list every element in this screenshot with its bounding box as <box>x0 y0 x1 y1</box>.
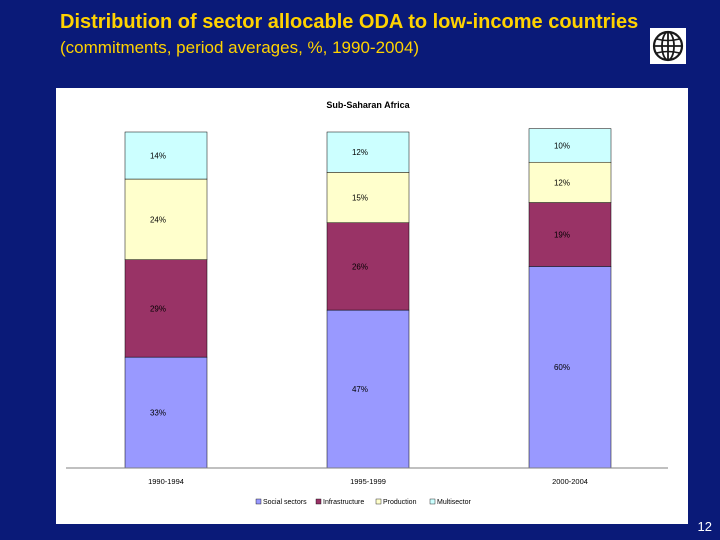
data-label: 10% <box>554 141 570 150</box>
chart-title: Sub-Saharan Africa <box>326 100 410 110</box>
legend-label: Production <box>383 499 417 506</box>
data-label: 15% <box>352 194 368 203</box>
x-tick-label: 1990-1994 <box>148 477 184 486</box>
legend-swatch <box>429 498 436 505</box>
world-bank-globe-icon <box>650 28 686 64</box>
slide-title-subtitle: (commitments, period averages, %, 1990-2… <box>60 38 420 57</box>
x-tick-label: 2000-2004 <box>552 477 588 486</box>
legend-swatch <box>375 498 382 505</box>
legend-label: Infrastructure <box>323 499 364 506</box>
bar-segment-infrastructure-1995-1999 <box>326 222 410 311</box>
legend-label: Multisector <box>437 499 472 506</box>
bar-segment-multisector-1990-1994 <box>124 131 208 180</box>
x-tick-label: 1995-1999 <box>350 477 386 486</box>
bar-segment-multisector-2000-2004 <box>528 128 612 163</box>
data-label: 29% <box>150 304 166 313</box>
legend-item-multisector: Multisector <box>429 498 472 506</box>
stacked-bar-chart: Sub-Saharan Africa 33% 29% 24% 14% 47% 26% 15%… <box>66 100 668 506</box>
bar-segment-social-sectors-2000-2004 <box>528 266 612 469</box>
slide-title-main: Distribution of sector allocable ODA to … <box>60 11 639 33</box>
bar-segment-production-1990-1994 <box>124 178 208 260</box>
data-label: 60% <box>554 363 570 372</box>
legend-item-infrastructure: Infrastructure <box>315 498 364 506</box>
legend-swatch <box>315 498 322 505</box>
data-label: 26% <box>352 262 368 271</box>
data-label: 19% <box>554 230 570 239</box>
legend-label: Social sectors <box>263 499 307 506</box>
bar-segment-social-sectors-1990-1994 <box>124 356 208 469</box>
legend-item-production: Production <box>375 498 417 506</box>
bar-segment-infrastructure-1990-1994 <box>124 259 208 358</box>
data-label: 24% <box>150 215 166 224</box>
legend-item-social-sectors: Social sectors <box>255 498 307 506</box>
data-label: 14% <box>150 152 166 161</box>
data-label: 33% <box>150 409 166 418</box>
slide-title: Distribution of sector allocable ODA to … <box>60 10 640 60</box>
chart-panel: Sub-Saharan Africa 33% 29% 24% 14% 47% 26% 15%… <box>56 88 688 524</box>
bar-segment-multisector-1995-1999 <box>326 131 410 173</box>
bar-segment-production-2000-2004 <box>528 161 612 203</box>
bar-segment-production-1995-1999 <box>326 172 410 223</box>
data-label: 47% <box>352 385 368 394</box>
page-number: 12 <box>697 519 712 534</box>
legend-swatch <box>255 498 262 505</box>
data-label: 12% <box>554 178 570 187</box>
data-label: 12% <box>352 148 368 157</box>
